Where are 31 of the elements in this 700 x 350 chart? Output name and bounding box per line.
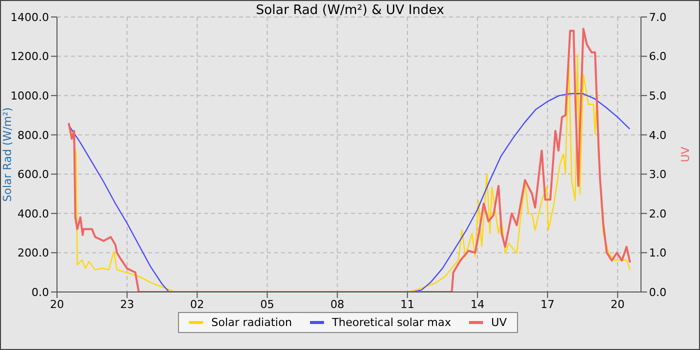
x-tick-label: 02 xyxy=(190,298,204,311)
x-tick-label: 23 xyxy=(120,298,134,311)
x-tick-label: 14 xyxy=(470,298,484,311)
y2-tick-label: 3.0 xyxy=(649,168,666,182)
y2-tick-label: 2.0 xyxy=(649,207,666,220)
x-tick-label: 20 xyxy=(50,298,64,311)
y-tick-label: 800.0 xyxy=(18,128,49,142)
y-tick-label: 0.0 xyxy=(32,286,49,299)
y-tick-label: 400.0 xyxy=(18,207,49,220)
y-tick-label: 1000.0 xyxy=(10,89,49,102)
y-tick-label: 1200.0 xyxy=(10,50,49,64)
y2-tick-label: 0.0 xyxy=(649,286,666,299)
y2-axis-title: UV xyxy=(678,146,692,162)
y-tick-label: 600.0 xyxy=(18,168,49,182)
y2-tick-label: 5.0 xyxy=(649,89,666,102)
y2-tick-label: 1.0 xyxy=(649,246,666,260)
y-axis-title: Solar Rad (W/m²) xyxy=(0,107,14,202)
x-tick-label: 11 xyxy=(400,298,414,311)
legend-label: Solar radiation xyxy=(210,316,292,329)
chart-title: Solar Rad (W/m²) & UV Index xyxy=(256,3,444,18)
legend-label: UV xyxy=(490,316,507,329)
x-tick-label: 20 xyxy=(610,298,625,311)
x-tick-label: 17 xyxy=(540,298,555,311)
x-tick-label: 08 xyxy=(330,298,344,311)
y2-tick-label: 6.0 xyxy=(649,50,666,64)
y2-tick-label: 7.0 xyxy=(649,10,666,24)
y-tick-label: 200.0 xyxy=(18,246,49,260)
y-tick-label: 1400.0 xyxy=(10,10,49,24)
x-tick-label: 05 xyxy=(260,298,274,311)
y2-tick-label: 4.0 xyxy=(649,128,666,142)
legend-label: Theoretical solar max xyxy=(330,316,452,329)
